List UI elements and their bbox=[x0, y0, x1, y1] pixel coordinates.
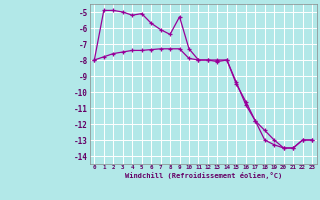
X-axis label: Windchill (Refroidissement éolien,°C): Windchill (Refroidissement éolien,°C) bbox=[124, 172, 282, 179]
